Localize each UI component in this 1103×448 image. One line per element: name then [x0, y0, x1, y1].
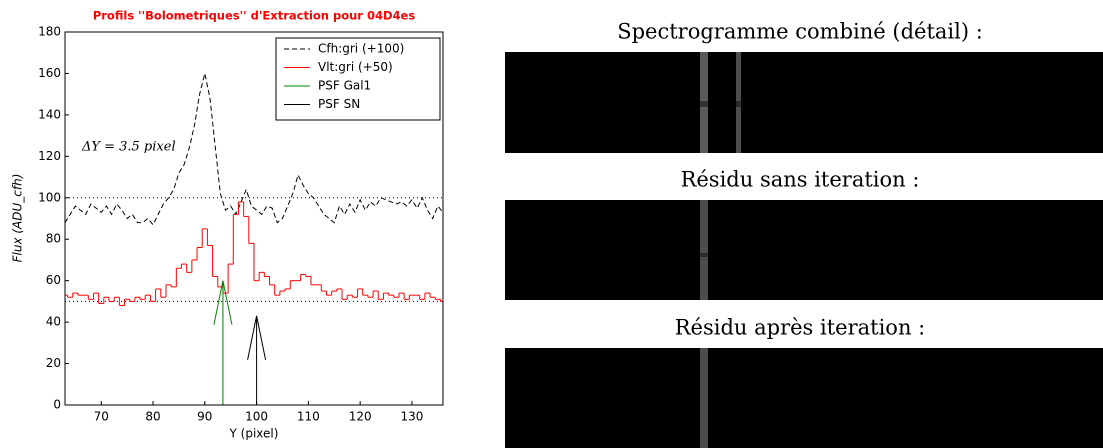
- y-axis-label: Flux (ADU_cfh): [11, 174, 25, 263]
- y-tick-label: 20: [46, 356, 61, 370]
- image-2: [505, 200, 1103, 300]
- line-series: [64, 73, 444, 226]
- x-tick-label: 100: [245, 410, 268, 424]
- legend-label: Vlt:gri (+50): [318, 60, 393, 74]
- x-tick-label: 80: [145, 410, 160, 424]
- y-tick-label: 100: [38, 190, 61, 204]
- image-3: [505, 348, 1103, 448]
- y-tick-label: 60: [46, 273, 61, 287]
- x-tick-label: 70: [94, 410, 109, 424]
- y-tick-label: 80: [46, 232, 61, 246]
- image-title: Spectrogramme combiné (détail) :: [617, 20, 983, 44]
- chart-title: Profils ''Bolometriques'' d'Extraction p…: [93, 9, 416, 23]
- y-tick-label: 180: [38, 25, 61, 39]
- legend-label: PSF Gal1: [318, 79, 371, 93]
- image-title: Résidu après iteration :: [675, 316, 925, 340]
- y-tick-label: 0: [53, 398, 61, 412]
- x-axis-label: Y (pixel): [229, 427, 279, 441]
- annotation: ΔY = 3.5 pixel: [81, 140, 176, 155]
- arrow-head: [247, 315, 267, 360]
- x-tick-label: 120: [349, 410, 372, 424]
- legend-label: Cfh:gri (+100): [318, 42, 404, 56]
- x-tick-label: 110: [297, 410, 320, 424]
- y-tick-label: 120: [38, 149, 61, 163]
- y-tick-label: 40: [46, 315, 61, 329]
- image-1: [505, 52, 1103, 153]
- y-tick-label: 140: [38, 107, 61, 121]
- plot-frame: [64, 31, 444, 406]
- legend-label: PSF SN: [318, 97, 360, 111]
- y-tick-label: 160: [38, 66, 61, 80]
- legend: [275, 37, 441, 121]
- spectrogram-images: [505, 52, 1103, 448]
- x-tick-label: 90: [197, 410, 212, 424]
- arrow-head: [213, 280, 233, 325]
- x-tick-label: 130: [400, 410, 423, 424]
- image-title: Résidu sans iteration :: [681, 168, 920, 192]
